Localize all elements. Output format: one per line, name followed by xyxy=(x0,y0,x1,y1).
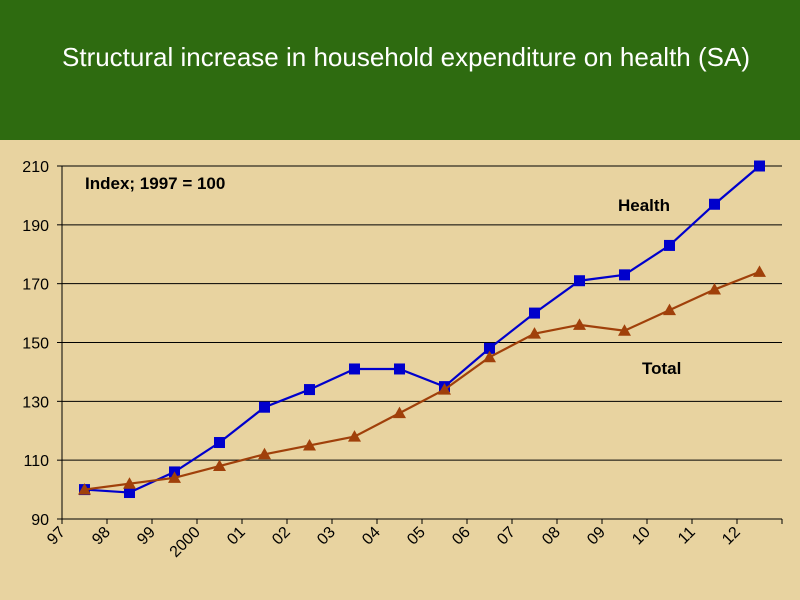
x-tick-label-04: 04 xyxy=(359,524,384,549)
data-point-total xyxy=(438,383,451,395)
data-point-total xyxy=(528,327,541,339)
slide-title: Structural increase in household expendi… xyxy=(62,42,750,72)
data-point-total xyxy=(753,265,766,277)
data-point-total xyxy=(393,406,406,419)
x-tick-label-08: 08 xyxy=(539,524,564,549)
data-point-total xyxy=(618,324,631,336)
data-point-total xyxy=(483,350,496,363)
x-tick-label-12: 12 xyxy=(719,524,744,549)
data-point-total xyxy=(213,459,226,472)
data-point-health xyxy=(349,363,360,375)
x-tick-label-09: 09 xyxy=(584,524,609,549)
data-point-total xyxy=(708,283,721,295)
y-tick-label-90: 90 xyxy=(31,512,49,529)
data-point-total xyxy=(573,318,586,330)
data-point-health xyxy=(619,269,630,281)
data-point-total xyxy=(348,430,361,442)
data-point-total xyxy=(258,447,271,460)
chart-annotation: Index; 1997 = 100 xyxy=(85,174,225,193)
x-tick-label-01: 01 xyxy=(224,524,249,549)
data-point-health xyxy=(259,401,270,413)
data-point-total xyxy=(168,471,181,483)
y-tick-label-190: 190 xyxy=(22,218,49,235)
series-label-health: Health xyxy=(618,196,670,215)
data-point-health xyxy=(754,160,765,172)
data-point-health xyxy=(124,487,135,499)
x-tick-label-2000: 2000 xyxy=(167,524,204,561)
data-point-total xyxy=(78,483,91,495)
series-line-total xyxy=(84,270,760,491)
data-point-health xyxy=(394,363,405,375)
x-tick-label-06: 06 xyxy=(449,524,474,549)
series-label-total: Total xyxy=(642,359,681,378)
data-point-health xyxy=(214,437,225,449)
x-tick-label-07: 07 xyxy=(494,524,519,549)
series-line-health xyxy=(84,165,761,494)
y-tick-label-210: 210 xyxy=(22,159,49,176)
x-tick-label-11: 11 xyxy=(675,524,699,548)
y-tick-label-110: 110 xyxy=(23,453,49,470)
x-tick-label-02: 02 xyxy=(269,524,294,549)
data-point-health xyxy=(484,342,495,354)
x-tick-label-03: 03 xyxy=(314,524,339,549)
gridlines xyxy=(62,165,782,461)
y-tick-label-170: 170 xyxy=(22,277,49,294)
data-point-health xyxy=(574,275,585,287)
x-tick-label-05: 05 xyxy=(404,524,429,549)
data-point-health xyxy=(709,198,720,210)
y-tick-label-150: 150 xyxy=(22,336,49,353)
data-point-total xyxy=(123,477,136,489)
data-point-total xyxy=(303,438,316,451)
x-tick-label-98: 98 xyxy=(89,524,114,549)
data-point-health xyxy=(529,307,540,319)
series xyxy=(78,160,766,499)
x-tick-label-10: 10 xyxy=(629,524,654,549)
data-point-total xyxy=(663,303,676,316)
y-tick-label-130: 130 xyxy=(22,394,49,411)
data-point-health xyxy=(304,384,315,396)
title-banner: Structural increase in household expendi… xyxy=(0,0,800,140)
data-point-health xyxy=(664,239,675,251)
x-tick-label-99: 99 xyxy=(134,524,159,549)
